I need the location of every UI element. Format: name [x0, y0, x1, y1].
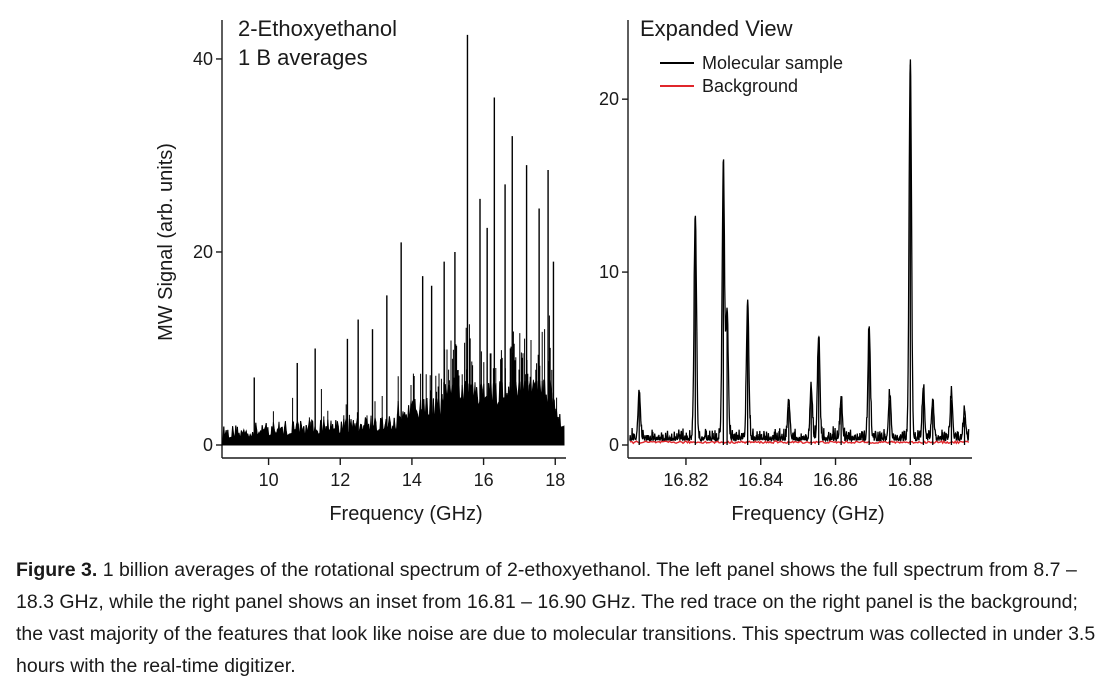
caption-text: 1 billion averages of the rotational spe…	[16, 559, 1096, 677]
y-tick-label: 10	[599, 262, 619, 282]
caption-label: Figure 3.	[16, 559, 98, 581]
y-tick-label: 20	[193, 242, 213, 262]
right-y-ticks: 0 10 20	[599, 89, 628, 455]
x-tick-label: 16	[474, 470, 494, 490]
left-y-ticks: 0 20 40	[193, 49, 222, 455]
y-tick-label: 0	[203, 435, 213, 455]
right-title: Expanded View	[640, 16, 793, 41]
x-tick-label: 16.82	[663, 470, 708, 490]
right-x-ticks: 16.82 16.84 16.86 16.88	[663, 458, 933, 490]
x-tick-label: 12	[330, 470, 350, 490]
legend-label-background: Background	[702, 76, 798, 96]
left-ylabel: MW Signal (arb. units)	[155, 143, 177, 341]
y-tick-label: 20	[599, 89, 619, 109]
left-subtitle: 1 B averages	[238, 45, 368, 70]
x-tick-label: 16.84	[738, 470, 783, 490]
left-xlabel: Frequency (GHz)	[329, 503, 482, 525]
right-xlabel: Frequency (GHz)	[731, 503, 884, 525]
left-title: 2-Ethoxyethanol	[238, 16, 397, 41]
x-tick-label: 14	[402, 470, 422, 490]
figure-caption: Figure 3. 1 billion averages of the rota…	[16, 554, 1106, 682]
y-tick-label: 40	[193, 49, 213, 69]
x-tick-label: 18	[545, 470, 565, 490]
x-tick-label: 10	[259, 470, 279, 490]
right-molecular-trace	[629, 59, 970, 444]
right-peaks	[638, 64, 966, 445]
x-tick-label: 16.86	[813, 470, 858, 490]
legend-label-molecular: Molecular sample	[702, 53, 843, 73]
right-panel: 0 10 20 16.82 16.84 16.86 16.88 Expanded View…	[599, 16, 972, 525]
y-tick-label: 0	[609, 435, 619, 455]
left-x-ticks: 10 12 14 16 18	[259, 458, 565, 490]
left-peaks	[253, 34, 555, 445]
right-background-trace	[629, 439, 970, 445]
x-tick-label: 16.88	[888, 470, 933, 490]
legend: Molecular sample Background	[660, 53, 843, 96]
